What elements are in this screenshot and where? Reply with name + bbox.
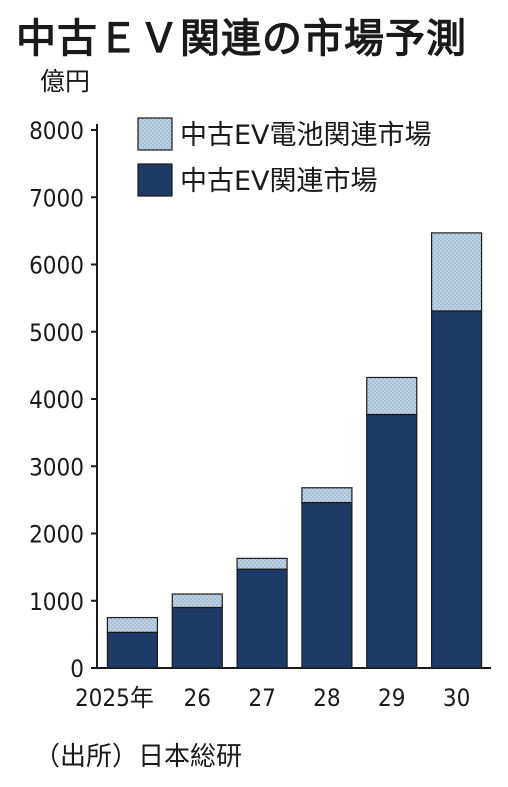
y-axis-unit: 億円 xyxy=(40,67,91,96)
bar-segment-battery xyxy=(171,593,223,609)
legend-label-base: 中古EV関連市場 xyxy=(180,166,378,197)
bar-segment-battery xyxy=(106,616,159,633)
bar-segment-base xyxy=(171,606,223,669)
y-tick-label: 6000 xyxy=(29,252,84,280)
x-tick-label: 26 xyxy=(184,684,211,712)
chart-title: 中古ＥＶ関連の市場予測 xyxy=(16,16,467,62)
x-tick-label: 2025年 xyxy=(75,684,154,712)
bar-segment-battery xyxy=(301,487,353,504)
bar-segment-base xyxy=(236,568,288,669)
x-tick-label: 30 xyxy=(443,684,470,712)
x-tick-label: 27 xyxy=(248,684,275,712)
bar-segment-base xyxy=(301,501,353,669)
y-tick-label: 2000 xyxy=(29,521,84,549)
bar-segment-battery xyxy=(366,376,418,416)
y-tick-label: 3000 xyxy=(29,453,84,481)
y-tick-label: 7000 xyxy=(29,184,84,212)
y-tick-label: 1000 xyxy=(29,588,84,616)
x-tick-label: 28 xyxy=(313,684,340,712)
legend-swatch-base xyxy=(137,163,173,197)
bar-segment-battery xyxy=(236,557,288,570)
bar-segment-base xyxy=(430,310,483,669)
y-tick-label: 8000 xyxy=(29,117,84,145)
legend-swatch-battery xyxy=(137,117,173,151)
bar-segment-base xyxy=(366,413,418,669)
source-note: （出所）日本総研 xyxy=(34,742,243,772)
y-tick-label: 5000 xyxy=(29,319,84,347)
x-tick-label: 29 xyxy=(378,684,405,712)
y-tick-label: 4000 xyxy=(29,386,84,414)
bar-segment-battery xyxy=(430,232,483,312)
y-tick-label: 0 xyxy=(70,655,84,683)
bar-segment-base xyxy=(106,631,159,669)
legend-label-battery: 中古EV電池関連市場 xyxy=(180,120,432,151)
